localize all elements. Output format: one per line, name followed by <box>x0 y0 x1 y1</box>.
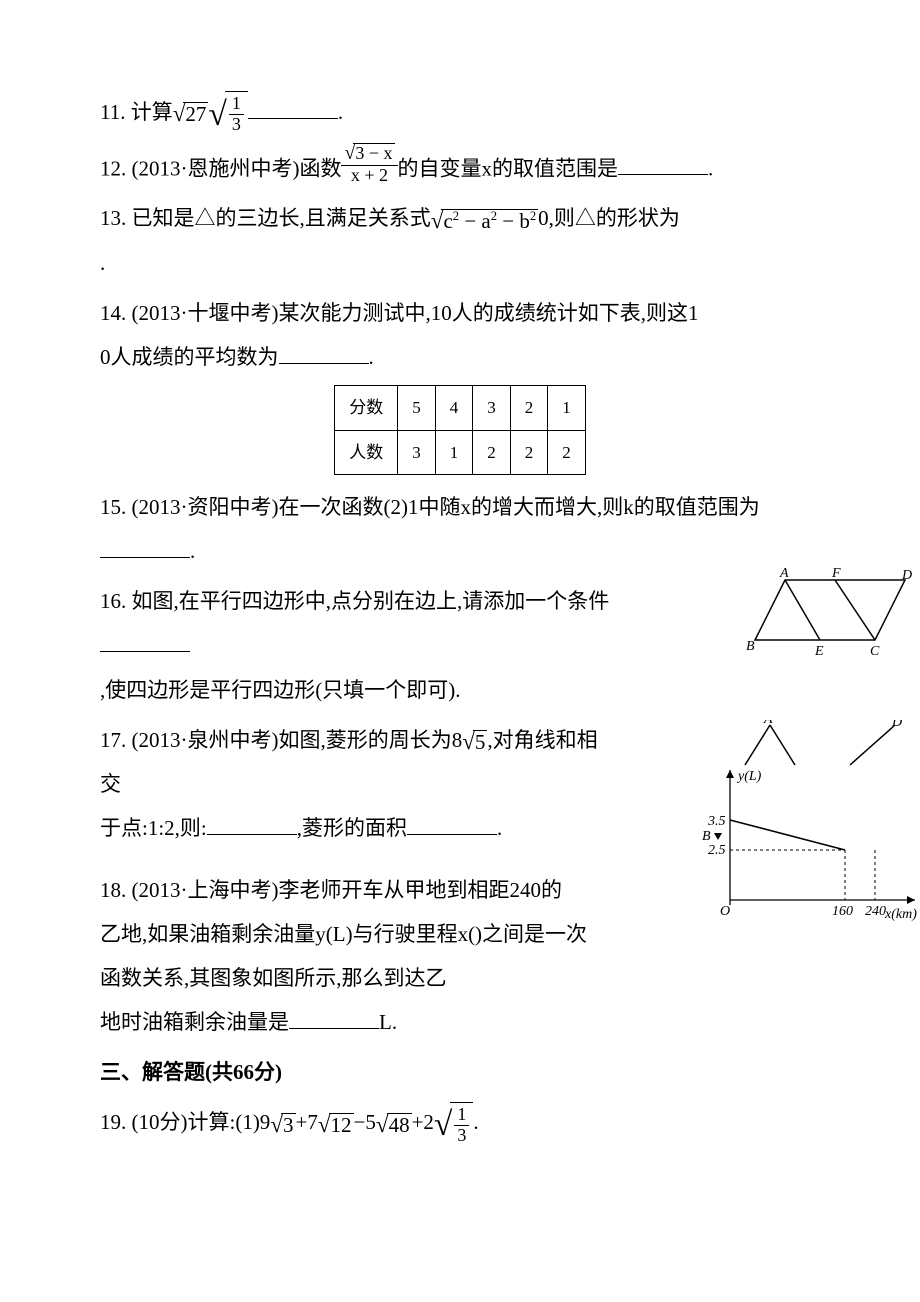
question-17: 17. (2013·泉州中考)如图,菱形的周长为8√5,对角线和相交 于点:1:… <box>100 718 820 850</box>
q16-blank[interactable] <box>100 628 190 652</box>
svg-text:D: D <box>901 568 912 583</box>
q12-blank[interactable] <box>618 151 708 175</box>
svg-text:x(km): x(km) <box>884 907 917 922</box>
table-cell: 3 <box>473 385 511 430</box>
table-cell: 1 <box>435 430 473 475</box>
q12-fraction: √3 − x x + 2 <box>341 143 397 186</box>
table-header: 分数 <box>335 385 398 430</box>
q12-number: 12. <box>100 156 126 180</box>
table-cell: 4 <box>435 385 473 430</box>
question-14: 14. (2013·十堰中考)某次能力测试中,10人的成绩统计如下表,则这1 0… <box>100 291 820 476</box>
q16-number: 16. <box>100 589 126 613</box>
question-13: 13. 已知是△的三边长,且满足关系式√c2 − a2 − b20,则△的形状为… <box>100 196 820 284</box>
q19-sqrt48: √48 <box>376 1113 412 1137</box>
q16-line1: 如图,在平行四边形中,点分别在边上,请添加一个条件 <box>132 589 610 613</box>
q14-table: 分数 5 4 3 2 1 人数 3 1 2 2 2 <box>334 385 586 475</box>
table-cell: 2 <box>548 430 586 475</box>
question-15: 15. (2013·资阳中考)在一次函数(2)1中随x的增大而增大,则k的取值范… <box>100 485 820 573</box>
q13-number: 13. <box>100 206 126 230</box>
q17-blank2[interactable] <box>407 811 497 835</box>
q14-number: 14. <box>100 301 126 325</box>
q17-line2b: ,菱形的面积 <box>297 816 407 840</box>
table-cell: 2 <box>473 430 511 475</box>
table-cell: 3 <box>398 430 436 475</box>
svg-text:160: 160 <box>832 904 853 919</box>
q13-radical: √c2 − a2 − b2 <box>431 209 538 233</box>
table-header: 人数 <box>335 430 398 475</box>
table-cell: 5 <box>398 385 436 430</box>
q15-blank[interactable] <box>100 534 190 558</box>
q15-text: (2013·资阳中考)在一次函数(2)1中随x的增大而增大,则k的取值范围为 <box>132 495 760 519</box>
svg-text:D: D <box>891 720 902 730</box>
svg-text:F: F <box>831 566 841 581</box>
q17-blank1[interactable] <box>207 811 297 835</box>
question-19: 19. (10分)计算:(1)9√3+7√12−5√48+2√13. <box>100 1100 820 1147</box>
q18-line2: 乙地,如果油箱剩余油量y(L)与行驶里程x()之间是一次 <box>100 922 587 946</box>
q11-sqrt-frac: √13 <box>208 91 247 137</box>
q18-number: 18. <box>100 878 126 902</box>
q17-line1a: (2013·泉州中考)如图,菱形的周长为8 <box>132 728 463 752</box>
table-cell: 2 <box>510 430 548 475</box>
section-3-heading: 三、解答题(共66分) <box>100 1050 820 1094</box>
q19-sqrt12: √12 <box>318 1113 354 1137</box>
question-16: 16. 如图,在平行四边形中,点分别在边上,请添加一个条件 ,使四边形是平行四边… <box>100 579 820 711</box>
q14-line2: 0人成绩的平均数为 <box>100 345 279 369</box>
q18-blank[interactable] <box>289 1005 379 1029</box>
q13-text: 已知是△的三边长,且满足关系式 <box>132 206 431 230</box>
q18-line4b: L. <box>379 1010 397 1034</box>
q15-number: 15. <box>100 495 126 519</box>
q11-text: 计算 <box>131 100 173 124</box>
q17-number: 17. <box>100 728 126 752</box>
q19-sqrt3: √3 <box>270 1113 295 1137</box>
q14-line1: (2013·十堰中考)某次能力测试中,10人的成绩统计如下表,则这1 <box>132 301 699 325</box>
q19-sqrt-frac: √13 <box>434 1102 473 1148</box>
q12-tail: 的自变量x的取值范围是 <box>398 156 619 180</box>
q18-line1: (2013·上海中考)李老师开车从甲地到相距240的 <box>132 878 562 902</box>
q11-blank[interactable] <box>248 95 338 119</box>
q17-sqrt5: √5 <box>462 730 487 754</box>
q17-line2a: 于点:1:2,则: <box>100 816 207 840</box>
question-12: 12. (2013·恩施州中考)函数 √3 − x x + 2 的自变量x的取值… <box>100 143 820 190</box>
question-11: 11. 计算√27√13. <box>100 90 820 137</box>
q19-pre: (10分)计算:(1)9 <box>132 1110 271 1134</box>
q19-number: 19. <box>100 1110 126 1134</box>
svg-text:C: C <box>870 644 880 659</box>
q13-zero: 0,则△的形状为 <box>538 206 680 230</box>
q12-src: (2013·恩施州中考)函数 <box>132 156 342 180</box>
svg-text:240: 240 <box>865 904 886 919</box>
table-cell: 2 <box>510 385 548 430</box>
q18-line3: 函数关系,其图象如图所示,那么到达乙 <box>100 966 447 990</box>
q11-sqrt27: √27 <box>173 102 209 126</box>
q11-number: 11. <box>100 100 125 124</box>
q14-blank[interactable] <box>279 340 369 364</box>
question-18: 18. (2013·上海中考)李老师开车从甲地到相距240的 乙地,如果油箱剩余… <box>100 868 820 1044</box>
q16-line2: ,使四边形是平行四边形(只填一个即可). <box>100 678 461 702</box>
table-cell: 1 <box>548 385 586 430</box>
q18-line4a: 地时油箱剩余油量是 <box>100 1010 289 1034</box>
